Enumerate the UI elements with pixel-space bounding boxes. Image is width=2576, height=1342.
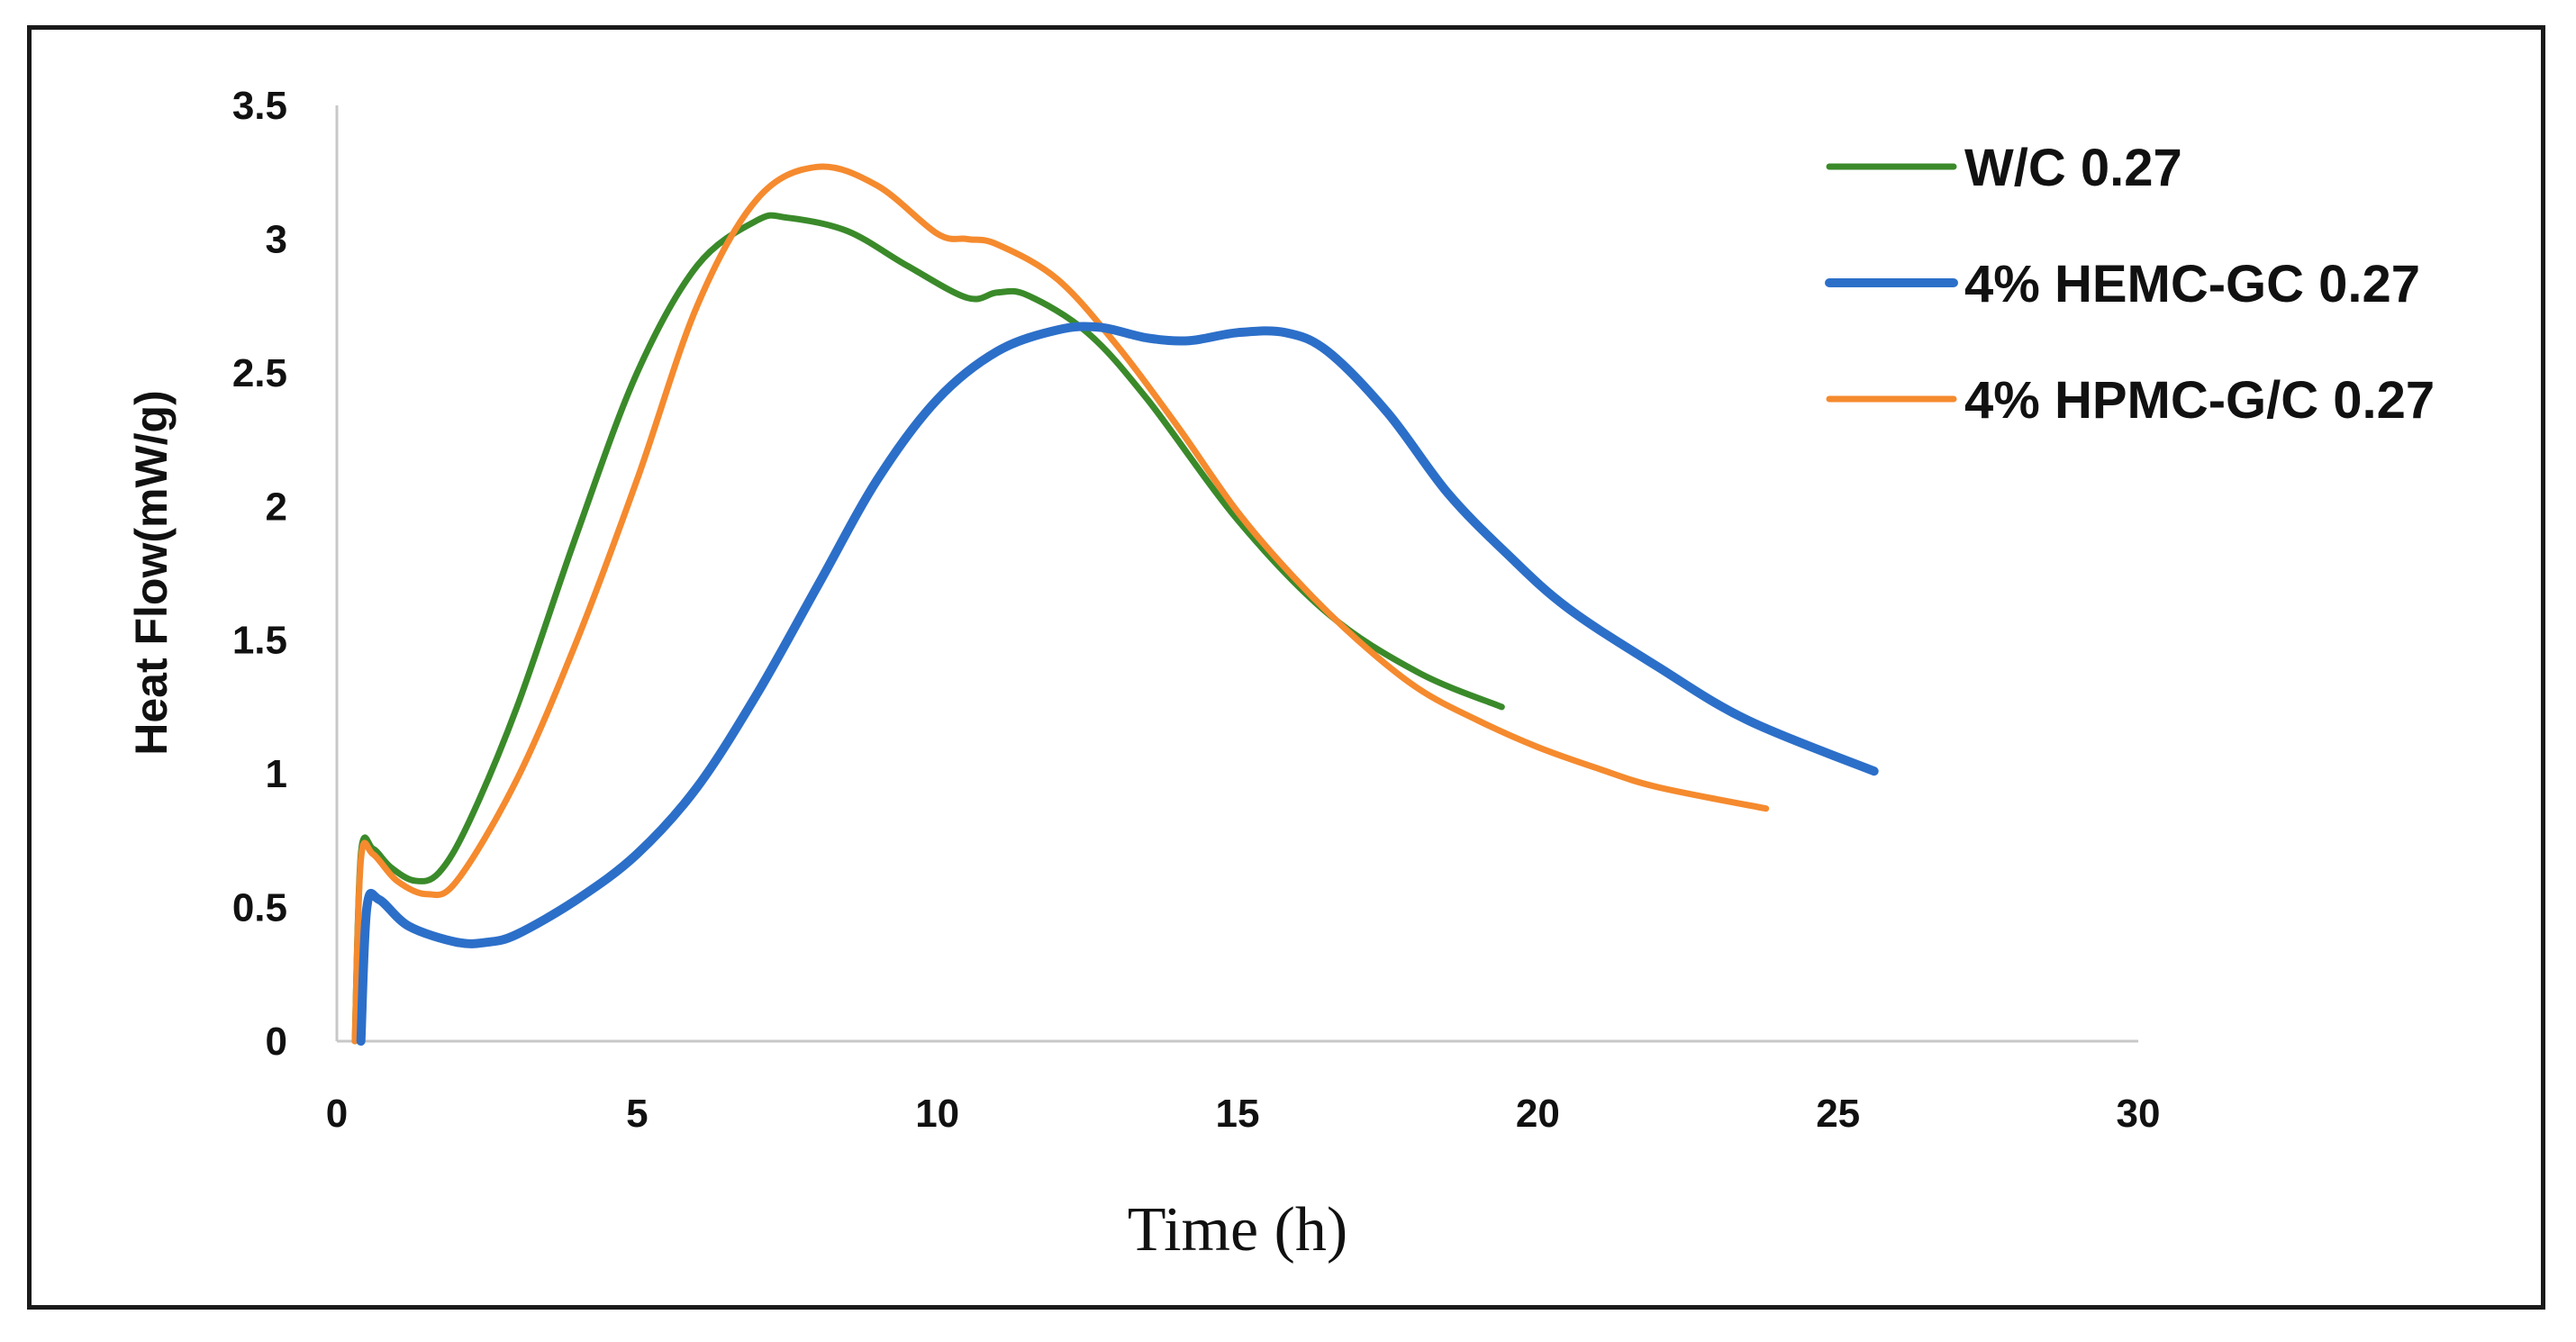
legend-label: W/C 0.27 (1964, 139, 2182, 197)
y-tick-label: 2.5 (232, 351, 287, 395)
x-tick-label: 15 (1216, 1092, 1260, 1136)
series-line-hpmc (351, 163, 1770, 1045)
y-tick-label: 0.5 (232, 886, 287, 930)
y-tick-label: 1 (266, 752, 287, 796)
legend-label: 4% HPMC-G/C 0.27 (1964, 371, 2435, 430)
chart-frame: 0 0.5 1 1.5 2 2.5 3 3.5 0 5 10 15 20 25 30 Heat Flow(… (27, 25, 2545, 1310)
series-line-hemc (356, 322, 1879, 1046)
y-tick-labels: 0 0.5 1 1.5 2 2.5 3 3.5 (232, 84, 287, 1064)
x-tick-label: 5 (626, 1092, 648, 1136)
x-tick-label: 20 (1516, 1092, 1560, 1136)
x-tick-label: 0 (326, 1092, 348, 1136)
x-tick-label: 25 (1816, 1092, 1860, 1136)
y-tick-label: 3 (266, 217, 287, 261)
legend-label: 4% HEMC-GC 0.27 (1964, 255, 2420, 313)
series-line-wc (351, 212, 1505, 1045)
x-tick-label: 10 (915, 1092, 959, 1136)
x-tick-labels: 0 5 10 15 20 25 30 (326, 1092, 2161, 1136)
x-tick-label: 30 (2117, 1092, 2161, 1136)
y-axis-label: Heat Flow(mW/g) (126, 390, 177, 756)
chart: 0 0.5 1 1.5 2 2.5 3 3.5 0 5 10 15 20 25 30 Heat Flow(… (126, 84, 2435, 1265)
y-tick-label: 2 (266, 485, 287, 529)
y-tick-label: 0 (266, 1020, 287, 1064)
series-layer (351, 163, 1879, 1046)
y-tick-label: 3.5 (232, 84, 287, 128)
y-tick-label: 1.5 (232, 619, 287, 663)
legend: W/C 0.27 4% HEMC-GC 0.27 4% HPMC-G/C 0.27 (1825, 139, 2435, 430)
x-axis-label: Time (h) (1128, 1195, 1347, 1265)
